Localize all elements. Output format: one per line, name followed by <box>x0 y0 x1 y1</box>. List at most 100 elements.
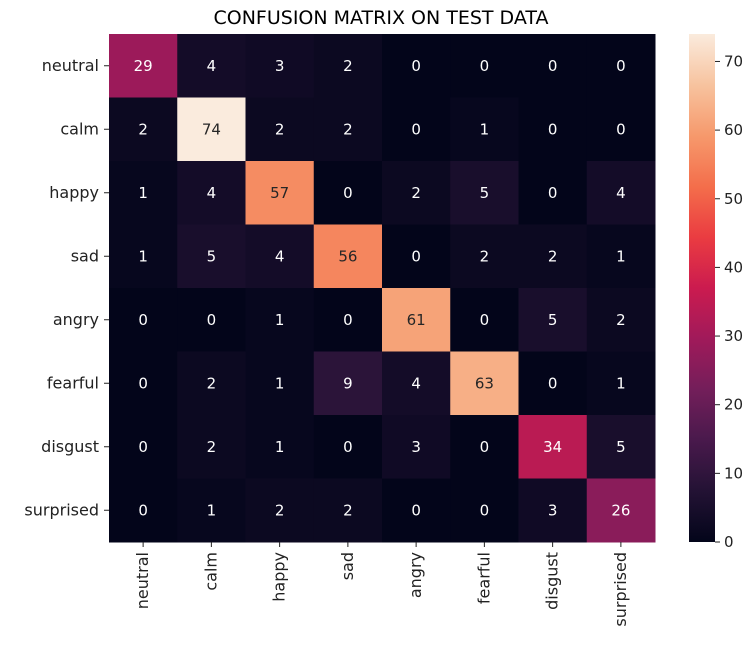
cell-value-label: 0 <box>138 311 148 329</box>
heatmap-cell <box>245 97 315 162</box>
cell-value-label: 2 <box>343 57 353 75</box>
heatmap-cell <box>450 161 519 225</box>
y-tick-label: surprised <box>24 500 99 519</box>
cell-value-label: 0 <box>548 374 558 392</box>
cell-value-label: 2 <box>275 501 285 519</box>
cell-value-label: 5 <box>480 184 490 202</box>
cell-value-label: 1 <box>275 438 285 456</box>
heatmap-cell <box>177 34 246 98</box>
heatmap-cell <box>382 97 451 162</box>
cell-value-label: 63 <box>475 374 494 392</box>
cell-value-label: 0 <box>548 57 558 75</box>
cell-value-label: 1 <box>616 374 626 392</box>
heatmap-cell <box>109 97 178 162</box>
heatmap-cell <box>586 288 656 352</box>
heatmap-cell <box>586 224 656 289</box>
cell-value-label: 0 <box>138 438 148 456</box>
y-tick-label: disgust <box>41 437 99 456</box>
cell-value-label: 1 <box>138 184 148 202</box>
colorbar-gradient <box>689 34 715 542</box>
heatmap-cell <box>109 161 178 225</box>
heatmap-cell <box>245 34 315 98</box>
cell-value-label: 2 <box>411 184 421 202</box>
cell-value-label: 0 <box>616 120 626 138</box>
y-tick-label: neutral <box>42 56 99 75</box>
heatmap-cell <box>382 34 451 98</box>
heatmap-cell <box>245 415 315 479</box>
cell-value-label: 2 <box>343 120 353 138</box>
cell-value-label: 1 <box>480 120 490 138</box>
heatmap-cell <box>518 288 588 352</box>
cell-value-label: 0 <box>616 57 626 75</box>
y-tick-label: angry <box>53 310 99 329</box>
heatmap-cell <box>109 288 178 352</box>
cell-value-label: 0 <box>138 501 148 519</box>
cell-value-label: 0 <box>138 374 148 392</box>
cell-value-label: 1 <box>275 311 285 329</box>
cell-value-label: 61 <box>407 311 426 329</box>
cell-value-label: 4 <box>616 184 626 202</box>
colorbar: 0 10 20 30 40 50 60 70 <box>689 34 743 551</box>
heatmap-cell <box>450 288 519 352</box>
y-tick-label: fearful <box>47 373 99 392</box>
cell-value-label: 2 <box>138 120 148 138</box>
heatmap-cell <box>518 224 588 289</box>
cell-value-label: 0 <box>343 311 353 329</box>
heatmap-cell <box>177 288 246 352</box>
heatmap-cell <box>177 161 246 225</box>
colorbar-tick-label: 20 <box>724 396 743 414</box>
heatmap-cell <box>313 224 383 289</box>
cell-value-label: 2 <box>207 438 217 456</box>
cell-value-label: 0 <box>343 184 353 202</box>
cell-value-label: 4 <box>207 57 217 75</box>
heatmap-cell <box>518 478 588 543</box>
x-tick-label: happy <box>270 552 289 602</box>
heatmap-cell <box>245 161 315 225</box>
cell-value-label: 0 <box>411 501 421 519</box>
heatmap-cell <box>586 161 656 225</box>
heatmap-cell <box>313 97 383 162</box>
cell-value-label: 1 <box>616 247 626 265</box>
cell-value-label: 0 <box>548 184 558 202</box>
y-tick-label: calm <box>60 119 99 138</box>
heatmap-cell <box>177 351 246 416</box>
heatmap-cell <box>518 415 588 479</box>
cell-value-label: 26 <box>611 501 630 519</box>
cell-value-label: 4 <box>207 184 217 202</box>
x-tick-label: surprised <box>611 552 630 627</box>
heatmap-cell <box>518 97 588 162</box>
cell-value-label: 5 <box>548 311 558 329</box>
heatmap-cell <box>382 161 451 225</box>
heatmap-cell <box>245 288 315 352</box>
colorbar-tick-label: 0 <box>724 533 734 551</box>
heatmap-cell <box>450 97 519 162</box>
cell-value-label: 0 <box>343 438 353 456</box>
heatmap-cell <box>450 478 519 543</box>
heatmap-cell <box>382 288 451 352</box>
heatmap-cells: 29 4 3 2 0 0 0 02 74 2 2 0 1 0 01 4 57 0 2 5 0 41 5 4 56 0 2 2 10 0 1 0… <box>109 34 656 543</box>
x-tick-label: disgust <box>543 552 562 610</box>
x-tick-label: calm <box>201 552 220 591</box>
cell-value-label: 9 <box>343 374 353 392</box>
heatmap-cell <box>245 351 315 416</box>
cell-value-label: 0 <box>548 120 558 138</box>
cell-value-label: 2 <box>343 501 353 519</box>
colorbar-tick-label: 60 <box>724 121 743 139</box>
cell-value-label: 5 <box>616 438 626 456</box>
cell-value-label: 1 <box>275 374 285 392</box>
cell-value-label: 2 <box>275 120 285 138</box>
heatmap-cell <box>177 478 246 543</box>
cell-value-label: 0 <box>480 501 490 519</box>
heatmap-cell <box>450 224 519 289</box>
cell-value-label: 2 <box>548 247 558 265</box>
cell-value-label: 5 <box>207 247 217 265</box>
heatmap-cell <box>586 478 656 543</box>
cell-value-label: 0 <box>207 311 217 329</box>
cell-value-label: 2 <box>207 374 217 392</box>
cell-value-label: 0 <box>411 120 421 138</box>
cell-value-label: 3 <box>548 501 558 519</box>
cell-value-label: 0 <box>480 438 490 456</box>
x-tick-label: sad <box>338 552 357 580</box>
cell-value-label: 0 <box>411 57 421 75</box>
